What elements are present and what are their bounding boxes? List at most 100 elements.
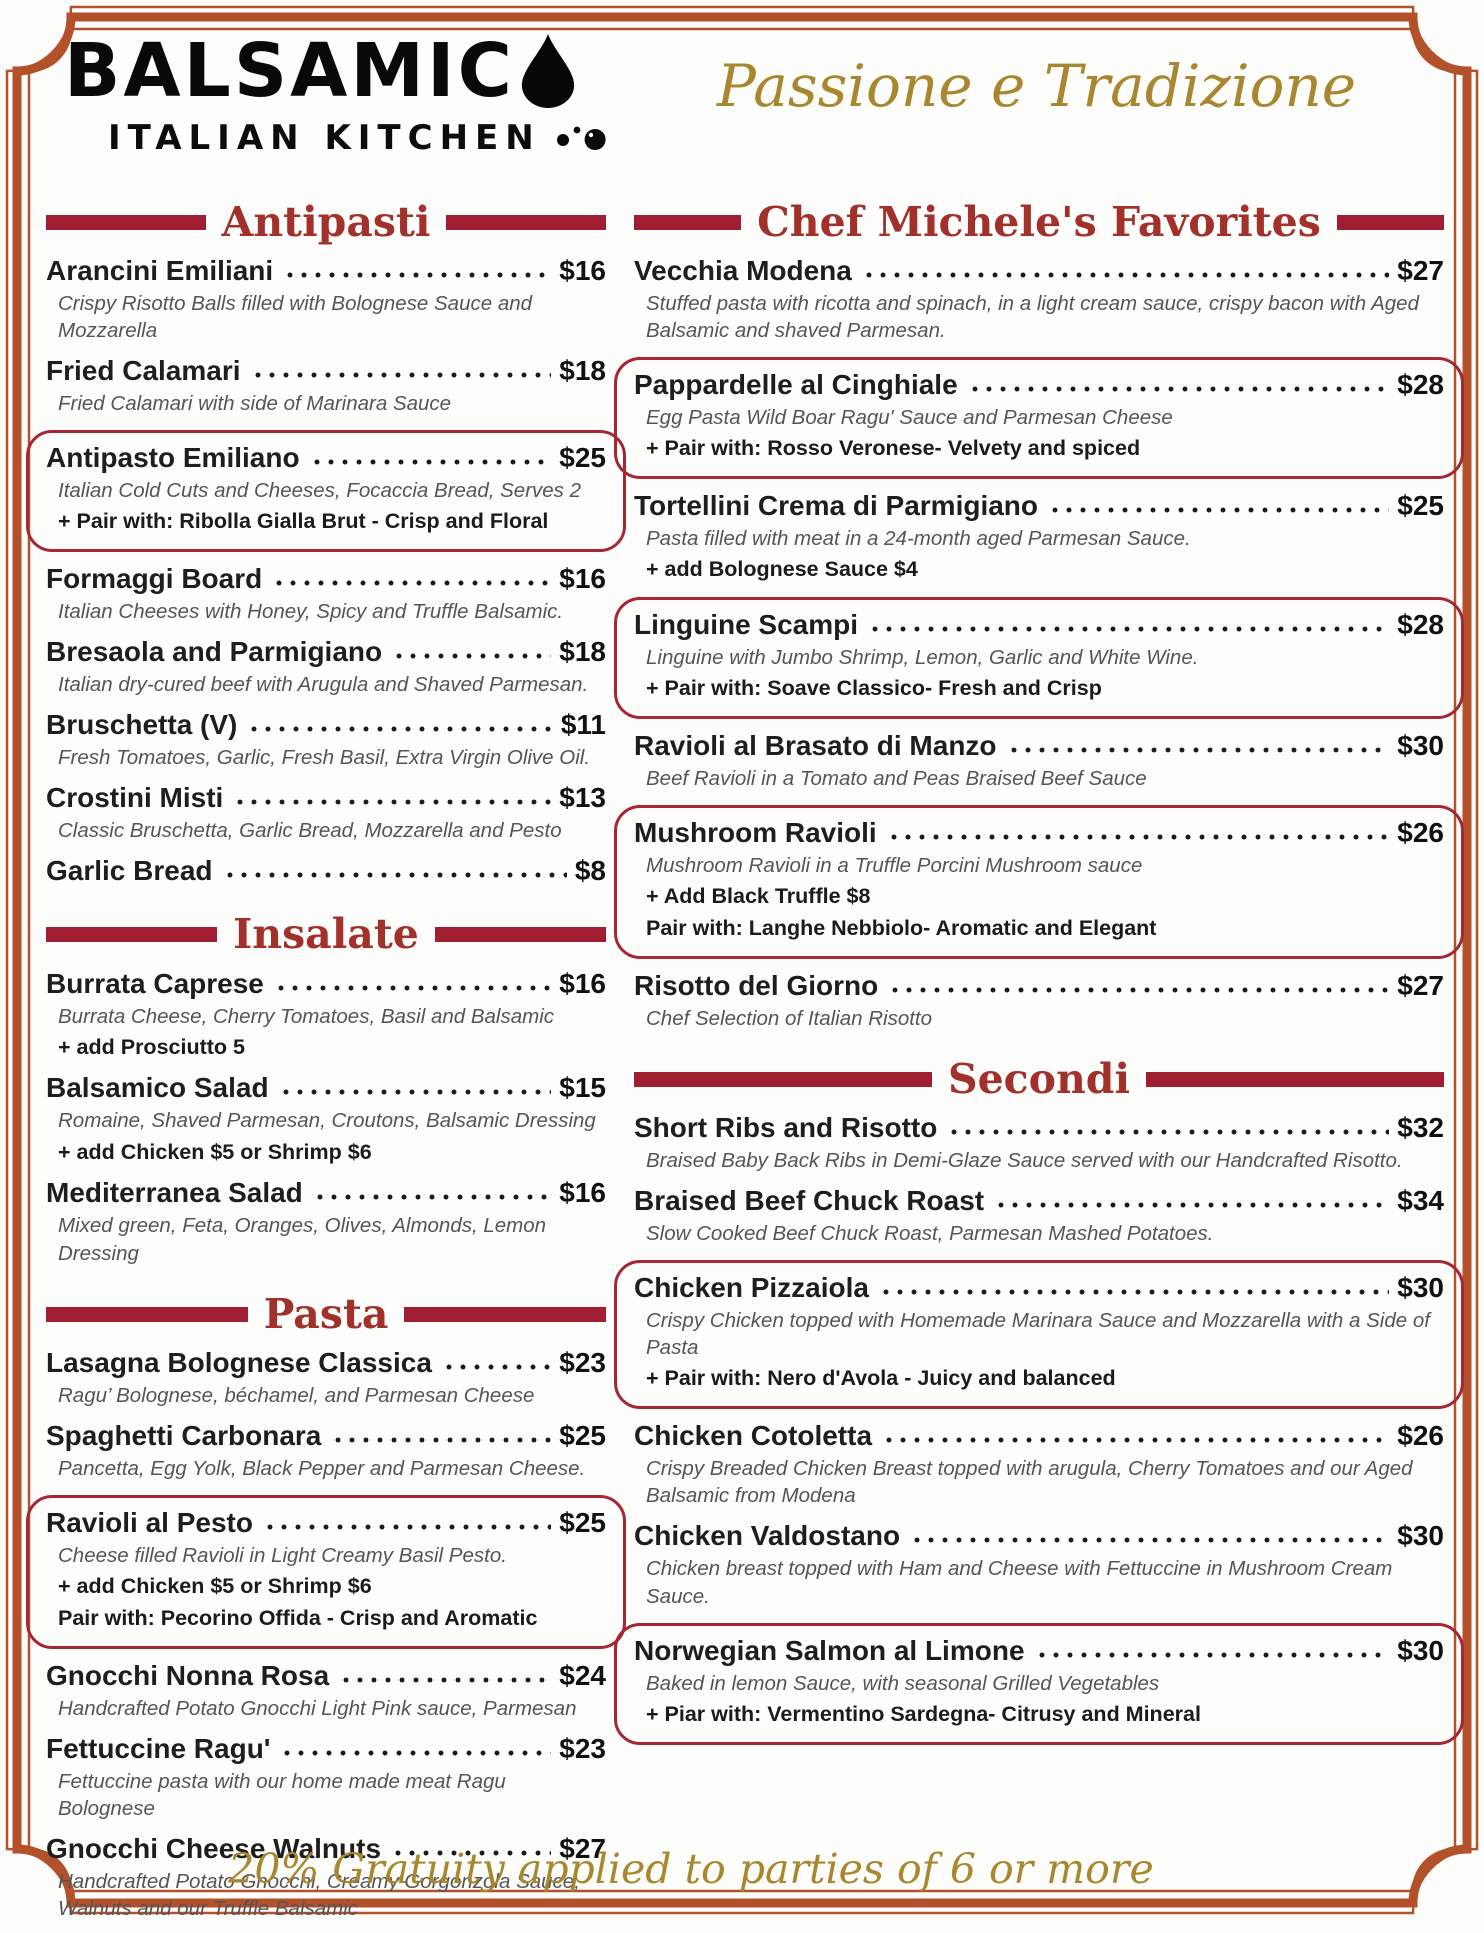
item-name-price-row: Short Ribs and Risotto $32 <box>634 1112 1444 1145</box>
item-name-price-row: Ravioli al Brasato di Manzo $30 <box>634 730 1444 763</box>
item-price: $16 <box>559 967 606 999</box>
menu-item: Short Ribs and Risotto $32 Braised Baby Ba… <box>634 1112 1444 1174</box>
item-name: Fettuccine Ragu' <box>46 1732 271 1764</box>
item-name: Chicken Valdostano <box>634 1520 901 1552</box>
section-title: Secondi <box>947 1055 1131 1104</box>
item-price: $16 <box>559 563 606 595</box>
menu-item: Chicken Cotoletta $26 Crispy Breaded Chick… <box>634 1420 1444 1509</box>
item-name: Formaggi Board <box>46 563 263 595</box>
menu-item: Tortellini Crema di Parmigiano $25 Pasta f… <box>634 490 1444 584</box>
item-description: Chicken breast topped with Ham and Chees… <box>646 1557 1393 1608</box>
menu-item: Chicken Pizzaiola $30 Crispy Chicken toppe… <box>614 1260 1464 1410</box>
item-description: Burrata Cheese, Cherry Tomatoes, Basil a… <box>58 1004 555 1028</box>
item-description: Cheese filled Ravioli in Light Creamy Ba… <box>58 1543 507 1567</box>
item-price: $30 <box>1397 1520 1444 1552</box>
item-description: Handcrafted Potato Gnocchi Light Pink sa… <box>58 1696 577 1720</box>
dot-leader <box>1006 730 1390 763</box>
menu-item: Gnocchi Nonna Rosa $24 Handcrafted Potato … <box>46 1659 606 1722</box>
item-name-price-row: Bruschetta (V) $11 <box>46 709 606 742</box>
item-price: $18 <box>559 636 606 668</box>
item-description: Linguine with Jumbo Shrimp, Lemon, Garli… <box>646 646 1199 670</box>
item-name: Spaghetti Carbonara <box>46 1419 322 1451</box>
item-description: Stuffed pasta with ricotta and spinach, … <box>646 292 1419 343</box>
item-name: Risotto del Giorno <box>634 970 879 1002</box>
section-bar-left <box>634 215 742 231</box>
item-name-price-row: Norwegian Salmon al Limone $30 <box>634 1634 1444 1667</box>
item-description: Romaine, Shaved Parmesan, Croutons, Bals… <box>58 1109 596 1133</box>
item-price: $26 <box>1397 1420 1444 1452</box>
menu-item: Mushroom Ravioli $26 Mushroom Ravioli in a… <box>614 805 1464 960</box>
menu-item: Mediterranea Salad $16 Mixed green, Feta, … <box>46 1177 606 1266</box>
item-name-price-row: Garlic Bread $8 <box>46 855 606 888</box>
section-bar-left <box>46 215 206 231</box>
item-name: Pappardelle al Cinghiale <box>634 369 958 401</box>
menu-item: Gnocchi Cheese Walnuts $27 Handcrafted Pot… <box>46 1832 606 1922</box>
item-description: Crispy Chicken topped with Homemade Mari… <box>646 1309 1430 1360</box>
menu-item: Braised Beef Chuck Roast $34 Slow Cooked B… <box>634 1185 1444 1247</box>
item-name-price-row: Gnocchi Cheese Walnuts $27 <box>46 1832 606 1865</box>
item-price: $27 <box>559 1832 606 1864</box>
item-description: Chef Selection of Italian Risotto <box>646 1007 933 1031</box>
item-name: Burrata Caprese <box>46 967 264 999</box>
item-price: $18 <box>559 355 606 387</box>
item-name-price-row: Formaggi Board $16 <box>46 563 606 596</box>
item-name: Norwegian Salmon al Limone <box>634 1634 1025 1666</box>
dot-leader <box>278 1072 552 1105</box>
item-description: Mushroom Ravioli in a Truffle Porcini Mu… <box>646 854 1143 878</box>
item-price: $15 <box>559 1072 606 1104</box>
item-description: Crispy Breaded Chicken Breast topped wit… <box>646 1457 1413 1508</box>
item-description: Fresh Tomatoes, Garlic, Fresh Basil, Ext… <box>58 746 591 770</box>
item-addon: + Pair with: Nero d'Avola - Juicy and ba… <box>646 1366 1116 1391</box>
menu-item: Fettuccine Ragu' $23 Fettuccine pasta with… <box>46 1732 606 1822</box>
item-price: $34 <box>1397 1185 1444 1217</box>
dot-leader <box>247 709 553 742</box>
dot-leader <box>233 782 552 815</box>
menu-item: Antipasto Emiliano $25 Italian Cold Cuts a… <box>26 430 626 553</box>
item-name-price-row: Chicken Valdostano $30 <box>634 1520 1444 1553</box>
brand-subtitle: ITALIAN KITCHEN <box>64 118 629 158</box>
item-description: Pancetta, Egg Yolk, Black Pepper and Par… <box>58 1456 586 1480</box>
item-name-price-row: Ravioli al Pesto $25 <box>46 1506 606 1539</box>
item-description: Classic Bruschetta, Garlic Bread, Mozzar… <box>58 819 562 843</box>
section-header: Secondi <box>634 1057 1444 1102</box>
item-price: $16 <box>559 255 606 287</box>
menu-item: Bruschetta (V) $11 Fresh Tomatoes, Garlic,… <box>46 709 606 771</box>
item-price: $25 <box>559 1506 606 1538</box>
item-name: Ravioli al Pesto <box>46 1506 253 1538</box>
item-name: Linguine Scampi <box>634 609 859 641</box>
menu-item: Ravioli al Pesto $25 Cheese filled Ravioli… <box>26 1494 626 1649</box>
item-name-price-row: Burrata Caprese $16 <box>46 967 606 1000</box>
section-header: Insalate <box>46 912 606 957</box>
menu-item: Linguine Scampi $28 Linguine with Jumbo Sh… <box>614 597 1464 720</box>
item-description: Italian Cheeses with Honey, Spicy and Tr… <box>58 600 564 624</box>
section-bar-left <box>46 1306 248 1322</box>
section-title: Antipasti <box>221 198 431 246</box>
item-name-price-row: Bresaola and Parmigiano $18 <box>46 636 606 669</box>
item-price: $30 <box>1397 1272 1444 1304</box>
item-name-price-row: Arancini Emiliani $16 <box>46 255 606 288</box>
item-name-price-row: Braised Beef Chuck Roast $34 <box>634 1185 1444 1218</box>
section-header: Pasta <box>46 1291 607 1337</box>
right-column: Chef Michele's Favorites Vecchia Modena $2… <box>614 186 1464 1933</box>
dot-leader <box>947 1112 1390 1145</box>
dot-leader <box>331 1419 552 1452</box>
dot-leader <box>441 1346 552 1379</box>
menu-item: Risotto del Giorno $27 Chef Selection of I… <box>634 970 1444 1032</box>
item-description: Fried Calamari with side of Marinara Sau… <box>58 392 452 416</box>
item-name: Gnocchi Nonna Rosa <box>46 1659 330 1691</box>
menu-item: Ravioli al Brasato di Manzo $30 Beef Ravio… <box>634 730 1444 792</box>
item-price: $26 <box>1397 817 1444 849</box>
dot-leader <box>309 442 552 475</box>
item-addon: + add Prosciutto 5 <box>58 1034 245 1059</box>
item-price: $8 <box>574 855 606 887</box>
section-header: Antipasti <box>46 198 606 246</box>
item-addon: + add Bolognese Sauce $4 <box>646 557 918 582</box>
item-description: Beef Ravioli in a Tomato and Peas Braise… <box>646 767 1147 791</box>
item-name: Tortellini Crema di Parmigiano <box>634 490 1039 522</box>
gratuity-note: 20% Gratuity applied to parties of 6 or … <box>228 1845 1154 1893</box>
item-name: Chicken Pizzaiola <box>634 1272 869 1304</box>
dot-leader <box>272 563 552 596</box>
dot-leader <box>339 1659 552 1692</box>
dot-leader <box>967 369 1390 402</box>
item-addon: + Pair with: Ribolla Gialla Brut - Crisp… <box>58 509 549 534</box>
